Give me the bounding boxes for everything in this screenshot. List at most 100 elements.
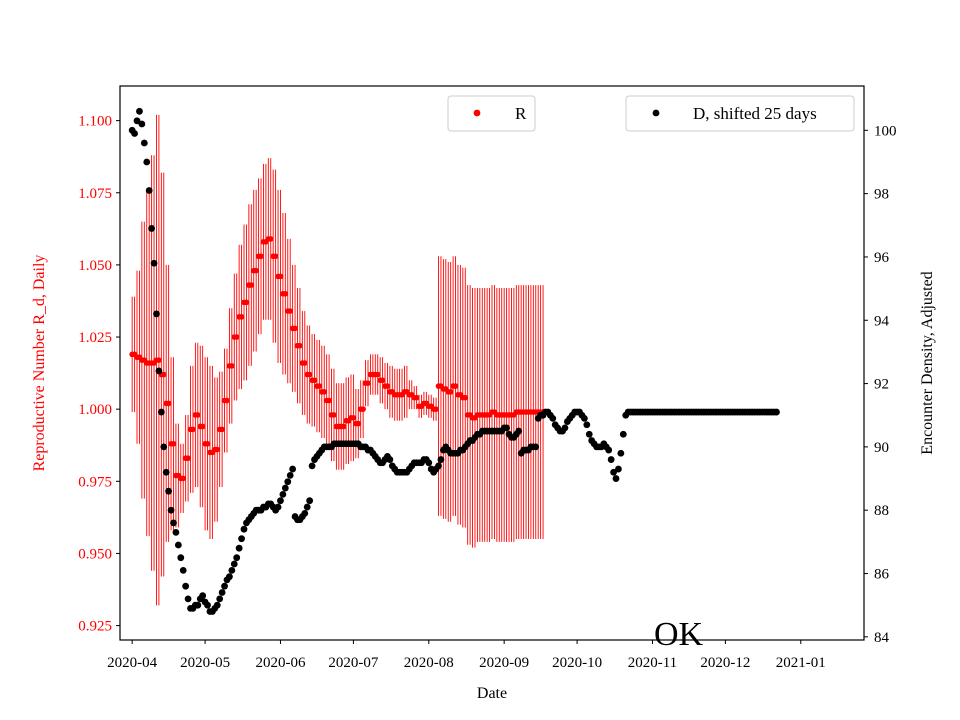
d-point [153, 310, 160, 318]
left-axis-ticks: 0.925 0.950 0.975 1.000 1.025 1.050 1.075 1.100 [78, 114, 120, 635]
left-tick-label: 0.950 [78, 546, 112, 562]
r-point [267, 236, 274, 242]
d-point [612, 475, 620, 482]
r-point [384, 383, 391, 389]
r-point [199, 423, 206, 430]
r-point [248, 282, 255, 288]
x-tick-label: 2020-04 [107, 655, 157, 671]
r-point [238, 314, 245, 320]
r-point [233, 334, 240, 340]
r-point [180, 475, 187, 482]
d-point [532, 443, 540, 451]
r-point [331, 412, 337, 418]
r-point [379, 377, 386, 384]
r-point [301, 360, 308, 366]
right-tick-label: 94 [874, 313, 890, 329]
r-point [447, 389, 454, 395]
left-tick-label: 0.925 [78, 619, 112, 635]
legend-d-label: D, shifted 25 days [693, 104, 817, 123]
r-point [214, 446, 221, 453]
d-point [619, 430, 627, 438]
x-tick-label: 2021-01 [776, 655, 826, 671]
d-point [131, 130, 138, 137]
right-tick-label: 88 [874, 503, 889, 519]
r-point [292, 325, 298, 332]
r-point [277, 273, 284, 280]
d-point [194, 601, 202, 609]
d-point [138, 120, 146, 128]
r-point [326, 397, 332, 404]
left-tick-label: 1.075 [78, 186, 112, 202]
legend-r-marker [473, 109, 481, 117]
d-point [773, 408, 780, 416]
d-point [177, 554, 185, 562]
d-point [617, 449, 625, 457]
annotation-text: OK [654, 616, 704, 653]
d-point [284, 478, 292, 486]
r-point [165, 400, 172, 407]
right-tick-label: 96 [874, 250, 890, 266]
d-point [605, 446, 613, 454]
r-point [282, 290, 289, 297]
r-point [452, 383, 459, 389]
d-point [184, 595, 192, 603]
legend-d-box [625, 95, 855, 132]
left-tick-label: 0.975 [78, 474, 112, 490]
right-tick-label: 86 [874, 567, 890, 583]
left-y-axis-label: Reproductive Number R_d, Daily [31, 255, 48, 472]
r-point [360, 406, 366, 412]
right-tick-label: 90 [874, 440, 889, 456]
plot-frame [119, 85, 865, 641]
r-point [355, 420, 362, 427]
d-point [174, 541, 182, 549]
x-tick-label: 2020-11 [628, 655, 677, 671]
d-point [238, 535, 245, 543]
d-point [148, 225, 156, 232]
x-tick-label: 2020-06 [255, 655, 305, 671]
d-point [301, 509, 309, 517]
d-point [221, 582, 228, 590]
r-point [321, 389, 328, 395]
right-tick-label: 100 [874, 123, 897, 139]
r-point [340, 423, 347, 430]
r-point [413, 394, 420, 401]
d-point [140, 139, 148, 147]
d-point [303, 503, 311, 511]
d-point [286, 471, 294, 479]
left-tick-label: 1.000 [78, 402, 112, 418]
d-point [155, 367, 163, 375]
d-point [615, 465, 622, 473]
d-point [610, 468, 617, 476]
d-point [162, 468, 170, 476]
d-point [515, 427, 523, 435]
d-point [437, 456, 445, 463]
legend-r-box [447, 95, 536, 132]
left-tick-label: 1.025 [78, 330, 112, 346]
d-point [136, 107, 143, 115]
r-point [462, 394, 469, 401]
d-point [228, 566, 236, 574]
r-point [433, 406, 439, 412]
d-point [235, 544, 243, 552]
d-point [204, 601, 211, 609]
d-point [172, 528, 180, 536]
d-point [274, 503, 282, 511]
r-point [287, 308, 293, 314]
d-point [549, 415, 557, 422]
r-point [185, 455, 191, 462]
r-point [365, 380, 371, 386]
r-point [156, 357, 162, 363]
r-point [350, 415, 357, 421]
d-point [182, 582, 190, 590]
r-point [204, 440, 211, 447]
x-tick-label: 2020-09 [479, 655, 529, 671]
d-point [561, 424, 569, 432]
d-point [308, 462, 316, 470]
x-axis-label: Date [477, 685, 507, 702]
r-point [311, 377, 318, 384]
d-point [233, 554, 241, 562]
d-point [435, 462, 442, 470]
d-point [583, 421, 591, 429]
d-point [150, 259, 158, 267]
